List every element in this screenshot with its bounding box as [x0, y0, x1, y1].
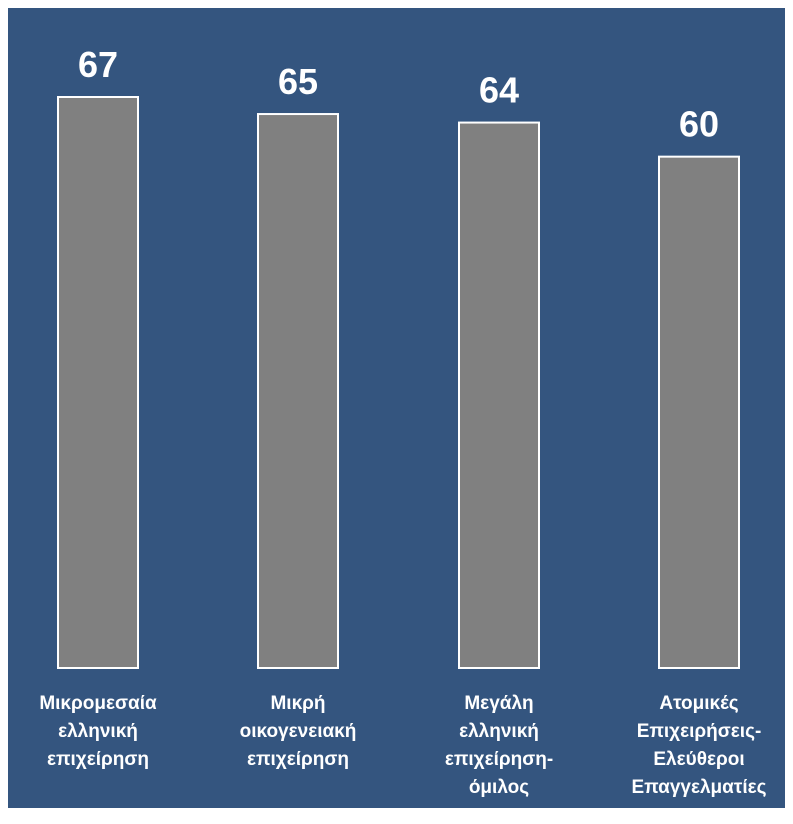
category-label-line: Μεγάλη	[464, 693, 533, 714]
category-label-line: ελληνική	[58, 721, 138, 742]
category-label-line: Ελεύθεροι	[653, 749, 744, 770]
category-label-line: Ατομικές	[659, 693, 738, 714]
category-label-2: Μικρή οικογενειακή επιχείρηση	[240, 693, 357, 770]
category-label-line: όμιλος	[469, 777, 529, 798]
data-label-3: 64	[479, 70, 519, 111]
data-label-4: 60	[679, 104, 719, 145]
bar-chart: 67 Μικρομεσαία ελληνική επιχείρηση 65 Μικρή οι…	[39, 44, 766, 798]
category-label-line: ελληνική	[459, 721, 539, 742]
category-label-1: Μικρομεσαία ελληνική επιχείρηση	[39, 693, 157, 770]
category-label-line: Μικρομεσαία	[39, 693, 157, 714]
category-label-3: Μεγάλη ελληνική επιχείρηση-όμιλος	[445, 693, 553, 798]
category-label-line: Μικρή	[270, 693, 325, 714]
bar-4	[658, 155, 740, 670]
category-label-line: επιχείρηση-	[445, 749, 553, 770]
category-label-line: επιχείρηση	[247, 749, 349, 770]
category-label-line: Επαγγελματίες	[631, 777, 766, 798]
bar-2	[257, 113, 339, 669]
category-label-line: επιχείρηση	[47, 749, 149, 770]
bar-3	[458, 121, 540, 670]
category-label-4: Ατομικές Επιχειρήσεις- Ελεύθεροι Επαγγελματ…	[631, 693, 766, 798]
category-label-line: Επιχειρήσεις-	[637, 721, 762, 742]
category-label-line: οικογενειακή	[240, 721, 357, 742]
data-label-2: 65	[278, 61, 318, 102]
data-label-1: 67	[78, 44, 118, 85]
bar-1	[57, 96, 139, 669]
